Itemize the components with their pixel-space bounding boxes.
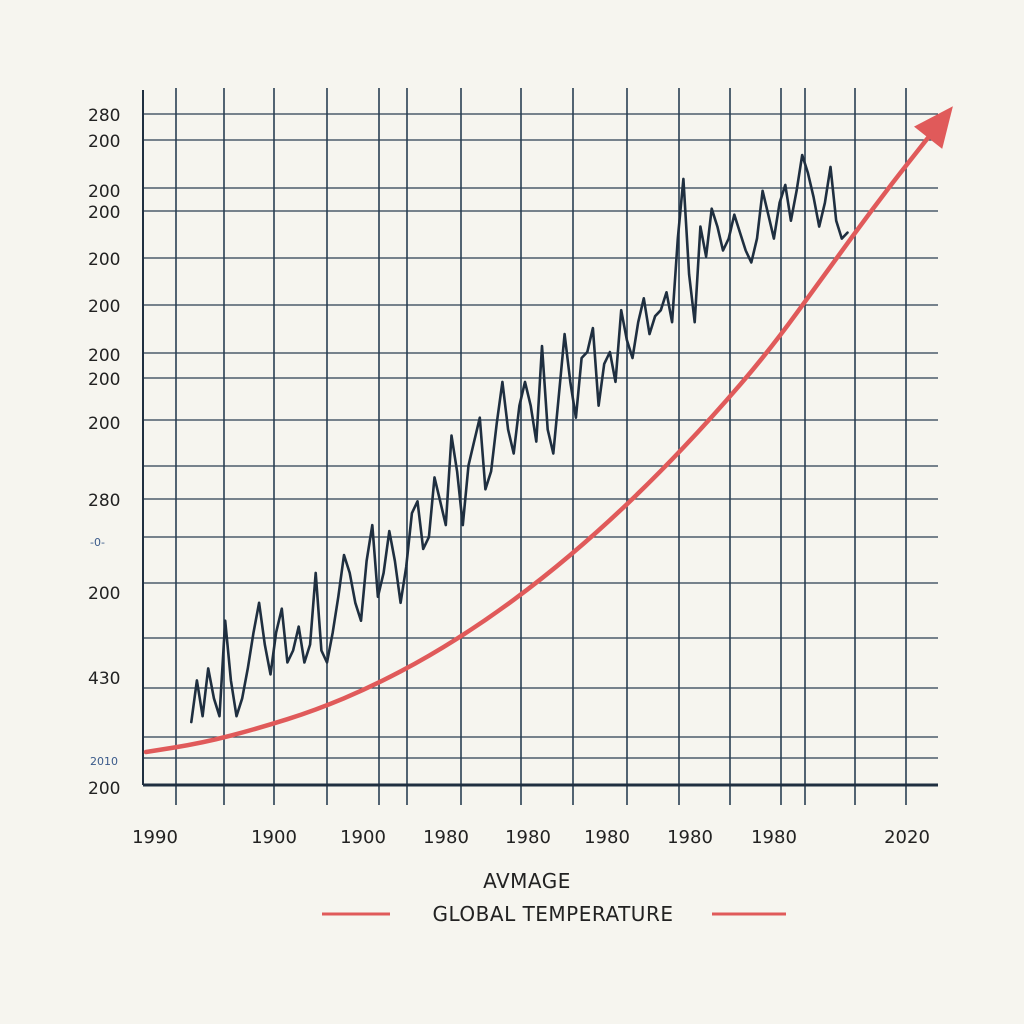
x-tick-label: 2020 bbox=[884, 827, 930, 848]
series-layer bbox=[143, 106, 953, 755]
legend-title: AVMAGE bbox=[483, 869, 571, 893]
y-tick-label: 200 bbox=[88, 370, 120, 390]
y-tick-label: 200 bbox=[88, 182, 120, 202]
y-tick-label: 280 bbox=[88, 106, 120, 126]
y-tick-label: 2010 bbox=[90, 755, 118, 768]
y-tick-label: -0- bbox=[90, 536, 105, 549]
x-tick-labels: 1990 1900 1900 1980 1980 1980 1980 1980 2020 bbox=[132, 827, 930, 848]
x-tick-label: 1980 bbox=[751, 827, 797, 848]
y-tick-label: 200 bbox=[88, 203, 120, 223]
x-tick-label: 1980 bbox=[423, 827, 469, 848]
x-tick-label: 1980 bbox=[505, 827, 551, 848]
trend-series-line bbox=[143, 122, 941, 755]
y-tick-label: 200 bbox=[88, 584, 120, 604]
y-tick-label: 200 bbox=[88, 779, 120, 799]
y-tick-label: 200 bbox=[88, 132, 120, 152]
y-tick-labels: 280200200200200200200200200280-0-2004302… bbox=[88, 106, 120, 799]
temperature-series-line bbox=[190, 153, 849, 724]
axes bbox=[142, 90, 938, 787]
x-tick-label: 1900 bbox=[251, 827, 297, 848]
trend-arrowhead bbox=[914, 106, 953, 149]
y-tick-label: 200 bbox=[88, 414, 120, 434]
y-tick-label: 200 bbox=[88, 346, 120, 366]
y-tick-label: 200 bbox=[88, 297, 120, 317]
legend-label: GLOBAL TEMPERATURE bbox=[433, 902, 674, 926]
x-tick-label: 1980 bbox=[584, 827, 630, 848]
x-tick-label: 1990 bbox=[132, 827, 178, 848]
y-tick-label: 280 bbox=[88, 491, 120, 511]
grid bbox=[143, 88, 938, 805]
x-tick-label: 1980 bbox=[667, 827, 713, 848]
legend: AVMAGE GLOBAL TEMPERATURE bbox=[322, 869, 786, 926]
y-tick-label: 200 bbox=[88, 250, 120, 270]
y-tick-label: 430 bbox=[88, 669, 120, 689]
x-tick-label: 1900 bbox=[340, 827, 386, 848]
